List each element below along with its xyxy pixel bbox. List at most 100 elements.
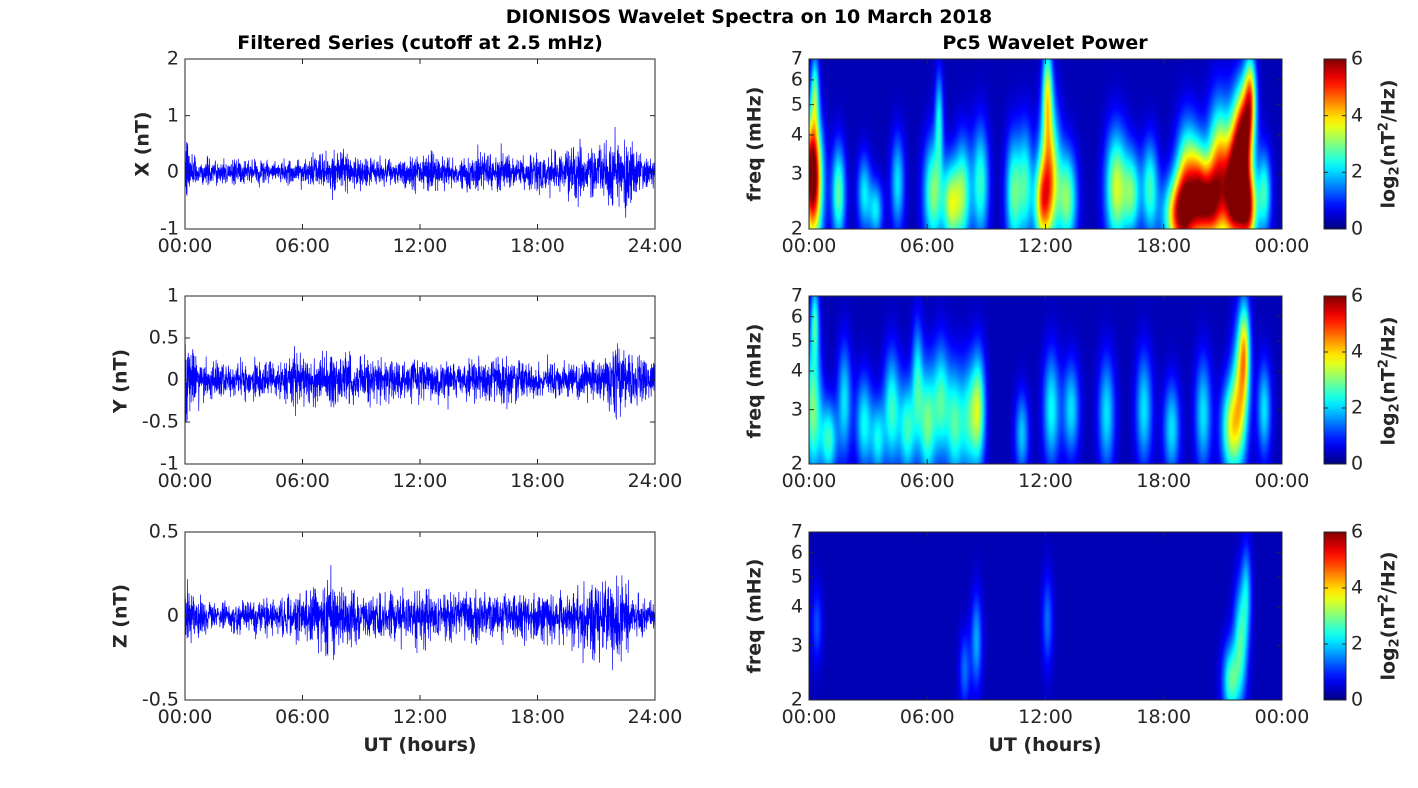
wavelet-z-ytick-label: 3 — [790, 634, 803, 657]
series-y-ytick-label: -0.5 — [141, 410, 179, 433]
wavelet-y-colorbar-tick-label: 2 — [1351, 396, 1364, 419]
series-z-xlabel: UT (hours) — [363, 734, 477, 756]
wavelet-y-colorbar-tick-label: 4 — [1351, 340, 1364, 363]
series-y-xtick-label: 24:00 — [627, 470, 683, 492]
wavelet-z-ytick-label: 2 — [790, 688, 803, 711]
series-z-xtick-label: 24:00 — [627, 706, 683, 728]
wavelet-x-xtick-label: 00:00 — [1254, 235, 1310, 257]
wavelet-z-colorbar-tick-label: 6 — [1351, 520, 1364, 543]
wavelet-x-ytick-label: 6 — [790, 68, 803, 91]
wavelet-x-xtick-label: 00:00 — [781, 235, 837, 257]
wavelet-x-ytick-label: 3 — [790, 162, 803, 185]
series-z-trace — [184, 564, 656, 671]
series-y-axes-box — [184, 295, 656, 465]
wavelet-z-ytick-label: 5 — [790, 565, 803, 588]
series-z-axes-box — [184, 531, 656, 701]
wavelet-z-spectrogram — [809, 532, 1282, 700]
series-y-ytick-label: 0 — [166, 368, 179, 391]
wavelet-x-colorbar-tick-label: 2 — [1351, 160, 1364, 183]
series-y-xtick-label: 12:00 — [392, 470, 448, 492]
series-x-xtick-label: 18:00 — [510, 235, 565, 257]
wavelet-z-axes-box — [808, 531, 1283, 701]
series-y-xtick-label: 18:00 — [510, 470, 565, 492]
series-z-ytick-label: 0.5 — [148, 520, 179, 543]
wavelet-y-colorbar-tick-label: 6 — [1351, 284, 1364, 307]
series-x-axes-box — [184, 58, 656, 230]
wavelet-y-colorbar-tick-label: 0 — [1351, 452, 1364, 475]
series-y-ylabel: Y (nT) — [109, 348, 132, 414]
wavelet-z-colorbar-tick-label: 4 — [1351, 576, 1364, 599]
series-z-xtick-label: 00:00 — [157, 706, 213, 728]
series-y-ytick-label: -1 — [160, 452, 179, 475]
wavelet-y-ylabel: freq (mHz) — [743, 323, 766, 439]
series-x-ytick-label: -1 — [160, 217, 179, 240]
wavelet-z-colorbar-tick-label: 0 — [1351, 688, 1364, 711]
wavelet-x-axes-box — [808, 58, 1283, 230]
series-z-ytick-label: -0.5 — [141, 688, 179, 711]
wavelet-y-xtick-label: 18:00 — [1136, 470, 1192, 492]
right-column-title: Pc5 Wavelet Power — [942, 32, 1148, 54]
wavelet-x-colorbar-tick-label: 6 — [1351, 47, 1364, 70]
wavelet-z-xtick-label: 12:00 — [1018, 706, 1073, 728]
series-x-xtick-label: 06:00 — [275, 235, 330, 257]
series-x-xtick-label: 00:00 — [157, 235, 213, 257]
wavelet-x-ylabel: freq (mHz) — [743, 86, 766, 202]
series-x-ylabel: X (nT) — [131, 111, 154, 177]
wavelet-z-colorbar-tick-label: 2 — [1351, 632, 1364, 655]
wavelet-z-ytick-label: 7 — [790, 520, 803, 543]
wavelet-x-colorbar-tick-label: 0 — [1351, 217, 1364, 240]
wavelet-z-xtick-label: 06:00 — [899, 706, 955, 728]
series-z-xtick-label: 12:00 — [392, 706, 448, 728]
wavelet-x-ytick-label: 7 — [790, 47, 803, 70]
series-z-ytick-label: 0 — [166, 604, 179, 627]
figure-title: DIONISOS Wavelet Spectra on 10 March 201… — [505, 6, 993, 28]
wavelet-y-xtick-label: 06:00 — [899, 470, 955, 492]
wavelet-z-xtick-label: 18:00 — [1136, 706, 1192, 728]
series-x-trace — [184, 126, 656, 218]
wavelet-y-ytick-label: 7 — [790, 284, 803, 307]
colorbar-z-label: log2(nT2/Hz) — [1376, 551, 1403, 681]
series-y-xtick-label: 00:00 — [157, 470, 213, 492]
series-y-ytick-label: 0.5 — [148, 326, 179, 349]
series-x-xtick-label: 24:00 — [627, 235, 683, 257]
series-y-trace — [184, 343, 656, 422]
wavelet-x-colorbar-tick-label: 4 — [1351, 104, 1364, 127]
wavelet-y-ytick-label: 4 — [790, 359, 803, 382]
wavelet-z-ytick-label: 4 — [790, 595, 803, 618]
wavelet-x-ytick-label: 4 — [790, 123, 803, 146]
wavelet-z-xtick-label: 00:00 — [1254, 706, 1310, 728]
wavelet-x-xtick-label: 18:00 — [1136, 235, 1192, 257]
left-column-title: Filtered Series (cutoff at 2.5 mHz) — [237, 32, 603, 54]
wavelet-z-colorbar — [1323, 531, 1347, 701]
wavelet-x-xtick-label: 12:00 — [1018, 235, 1073, 257]
series-z-ylabel: Z (nT) — [109, 583, 132, 649]
wavelet-x-ytick-label: 2 — [790, 217, 803, 240]
wavelet-y-spectrogram — [809, 296, 1282, 464]
wavelet-y-xtick-label: 00:00 — [781, 470, 837, 492]
series-y-ytick-label: 1 — [166, 284, 179, 307]
wavelet-x-colorbar — [1323, 58, 1347, 230]
wavelet-z-ylabel: freq (mHz) — [743, 558, 766, 674]
series-x-ytick-label: 2 — [166, 47, 179, 70]
wavelet-y-axes-box — [808, 295, 1283, 465]
wavelet-y-colorbar — [1323, 295, 1347, 465]
wavelet-x-ytick-label: 5 — [790, 93, 803, 116]
wavelet-y-ytick-label: 5 — [790, 329, 803, 352]
series-z-xtick-label: 06:00 — [275, 706, 330, 728]
wavelet-y-ytick-label: 6 — [790, 305, 803, 328]
colorbar-x-label: log2(nT2/Hz) — [1376, 79, 1403, 209]
wavelet-y-xtick-label: 12:00 — [1018, 470, 1073, 492]
wavelet-z-xlabel: UT (hours) — [988, 734, 1102, 756]
wavelet-y-ytick-label: 2 — [790, 452, 803, 475]
series-z-xtick-label: 18:00 — [510, 706, 565, 728]
series-x-ytick-label: 1 — [166, 104, 179, 127]
series-x-ytick-label: 0 — [166, 160, 179, 183]
wavelet-x-xtick-label: 06:00 — [899, 235, 955, 257]
